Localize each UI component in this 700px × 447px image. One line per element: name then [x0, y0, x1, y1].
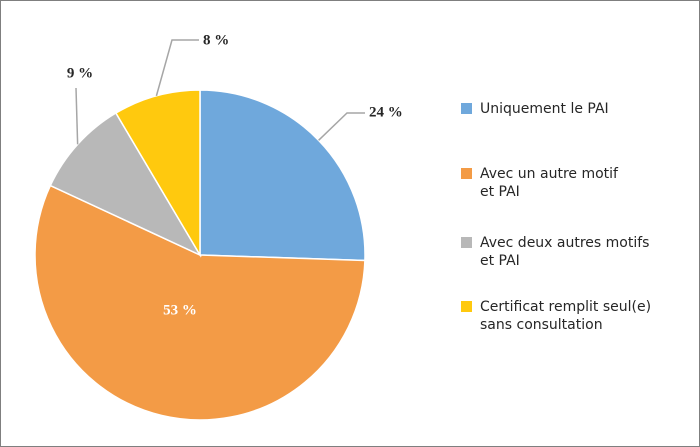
leader-line — [75, 87, 79, 145]
label-uniquement-pai: 24 % — [369, 104, 403, 120]
legend-swatch — [461, 103, 472, 114]
data-labels: 24 % 53 % 9 % 8 % — [67, 32, 403, 318]
legend-label: Uniquement le PAI — [480, 101, 609, 117]
slice-autre-motif — [34, 184, 366, 421]
leader-line — [155, 39, 199, 97]
slice-certificat — [114, 89, 201, 258]
slice-uniquement-pai — [199, 89, 366, 262]
legend-label: Avec deux autres motifs et PAI — [480, 235, 650, 269]
slice-deux-motifs — [49, 112, 202, 257]
pie-slices — [34, 89, 366, 421]
label-certificat: 8 % — [203, 32, 229, 48]
label-deux-motifs: 9 % — [67, 65, 93, 81]
leader-line — [318, 112, 365, 141]
label-autre-motif: 53 % — [163, 302, 197, 318]
legend-label: Avec un autre motif et PAI — [480, 166, 618, 200]
legend-swatch — [461, 237, 472, 248]
legend-swatch — [461, 301, 472, 312]
legend-label: Certificat remplit seul(e) sans consulta… — [480, 299, 652, 333]
leader-lines — [75, 39, 365, 145]
legend-swatch — [461, 168, 472, 179]
